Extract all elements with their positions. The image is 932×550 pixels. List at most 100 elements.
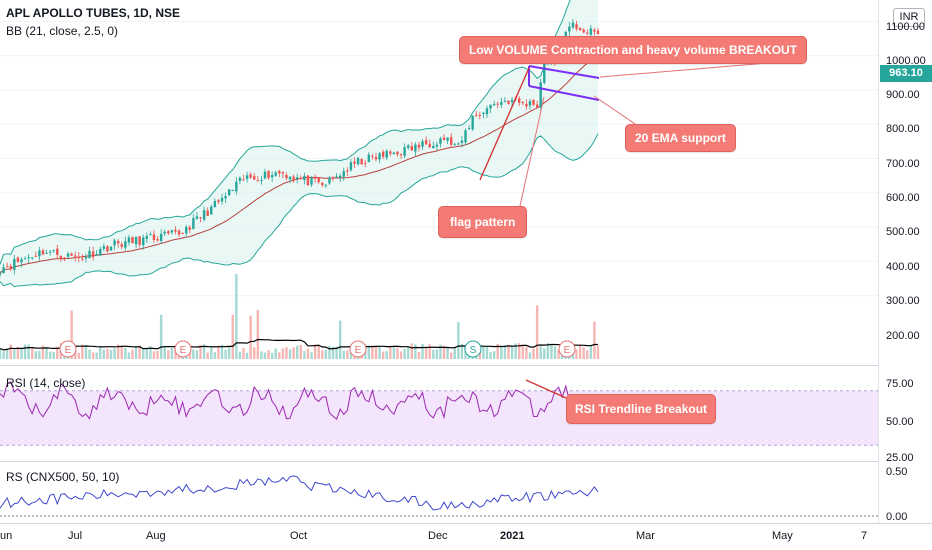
candle-body: [23, 258, 27, 260]
currency-badge[interactable]: INR: [893, 8, 925, 27]
candle-body: [73, 255, 77, 257]
volume-bar: [278, 352, 281, 359]
candle-body: [381, 151, 385, 157]
volume-bar: [127, 352, 131, 359]
volume-bar: [13, 350, 16, 359]
price-tick-label: 300.00: [886, 295, 920, 307]
candle-body: [346, 170, 349, 172]
candle-body: [414, 144, 417, 152]
candle-body: [500, 101, 503, 105]
volume-bar: [41, 345, 45, 359]
candle-body: [66, 253, 70, 257]
candle-body: [442, 137, 446, 140]
candle-body: [278, 171, 281, 174]
volume-bar: [557, 349, 560, 359]
candle-body: [518, 98, 521, 103]
candle-body: [389, 151, 392, 154]
candle-body: [571, 22, 575, 28]
volume-bar: [532, 348, 535, 359]
candle-body: [13, 258, 16, 270]
time-tick-label: Oct: [290, 530, 308, 542]
volume-bar: [482, 346, 485, 359]
volume-bar: [73, 349, 77, 359]
ema-support-callout[interactable]: 20 EMA support: [625, 124, 736, 152]
candle-body: [496, 103, 499, 105]
candle-body: [63, 257, 66, 259]
candle-body: [45, 252, 48, 254]
candle-body: [2, 267, 5, 274]
volume-bar: [421, 343, 424, 359]
price-tick-label: 1100.00: [886, 21, 925, 33]
candle-body: [306, 175, 310, 186]
volume-bar: [95, 352, 98, 359]
volume-bar: [170, 348, 174, 359]
candle-body: [407, 145, 410, 148]
volume-breakout-callout[interactable]: Low VOLUME Contraction and heavy volume …: [459, 36, 808, 64]
candle-body: [543, 63, 546, 83]
volume-bar: [385, 351, 388, 359]
candle-body: [460, 140, 464, 143]
candle-body: [453, 144, 456, 146]
volume-bar: [195, 350, 199, 359]
volume-bar: [31, 348, 34, 359]
candle-body: [285, 174, 288, 179]
volume-bar: [478, 350, 482, 359]
rs-pane-label[interactable]: RS (CNX500, 50, 10): [6, 470, 120, 484]
volume-bar: [550, 344, 553, 359]
volume-bar: [492, 351, 496, 359]
chart-title: APL APOLLO TUBES, 1D, NSE: [6, 6, 181, 20]
volume-bar: [2, 351, 5, 359]
rsi-tick-label: 50.00: [886, 416, 914, 428]
rsi-pane-label[interactable]: RSI (14, close): [6, 376, 86, 390]
candle-body: [253, 176, 256, 180]
candle-body: [596, 30, 600, 34]
candle-body: [539, 82, 542, 108]
event-marker-text: E: [180, 345, 187, 356]
rsi-breakout-callout[interactable]: RSI Trendline Breakout: [566, 394, 717, 424]
rsi-band: [0, 390, 878, 446]
volume-bar: [274, 348, 277, 359]
candle-body: [163, 231, 166, 234]
volume-bar: [263, 352, 267, 359]
volume-bar: [328, 345, 331, 359]
event-marker-circle: [174, 340, 192, 358]
volume-bar: [489, 352, 492, 359]
candle-body: [138, 236, 141, 245]
volume-bar: [142, 347, 145, 359]
candle-body: [356, 157, 360, 165]
candle-body: [288, 176, 292, 180]
volume-bar: [81, 344, 84, 359]
volume-bar: [38, 350, 41, 359]
volume-bar: [389, 345, 392, 359]
candle-body: [410, 146, 413, 151]
price-tick-label: 900.00: [886, 89, 920, 101]
volume-bar: [288, 349, 292, 359]
volume-bar: [503, 344, 507, 359]
flag-pattern-callout[interactable]: flag pattern: [438, 206, 528, 238]
candle-body: [188, 227, 191, 230]
volume-bar: [124, 347, 127, 359]
candle-body: [235, 181, 238, 192]
candle-body: [475, 114, 478, 116]
candle-body: [317, 177, 320, 183]
volume-bar: [113, 348, 116, 359]
candle-body: [174, 229, 177, 232]
volume-bar: [0, 348, 2, 359]
volume-bar: [91, 352, 95, 359]
volume-bar: [374, 346, 378, 359]
candle-body: [227, 189, 231, 196]
candle-body: [568, 26, 571, 32]
candle-body: [396, 151, 399, 155]
volume-bar: [299, 344, 302, 359]
event-marker-text: E: [564, 345, 571, 356]
volume-bar: [407, 346, 410, 359]
candle-body: [127, 237, 131, 243]
event-marker-text: E: [355, 345, 362, 356]
volume-bar: [460, 343, 464, 359]
candle-body: [482, 112, 485, 114]
volume-bar: [109, 350, 113, 359]
volume-bar: [256, 309, 260, 359]
bb-indicator-label[interactable]: BB (21, close, 2.5, 0): [6, 24, 119, 38]
candle-body: [224, 196, 227, 199]
